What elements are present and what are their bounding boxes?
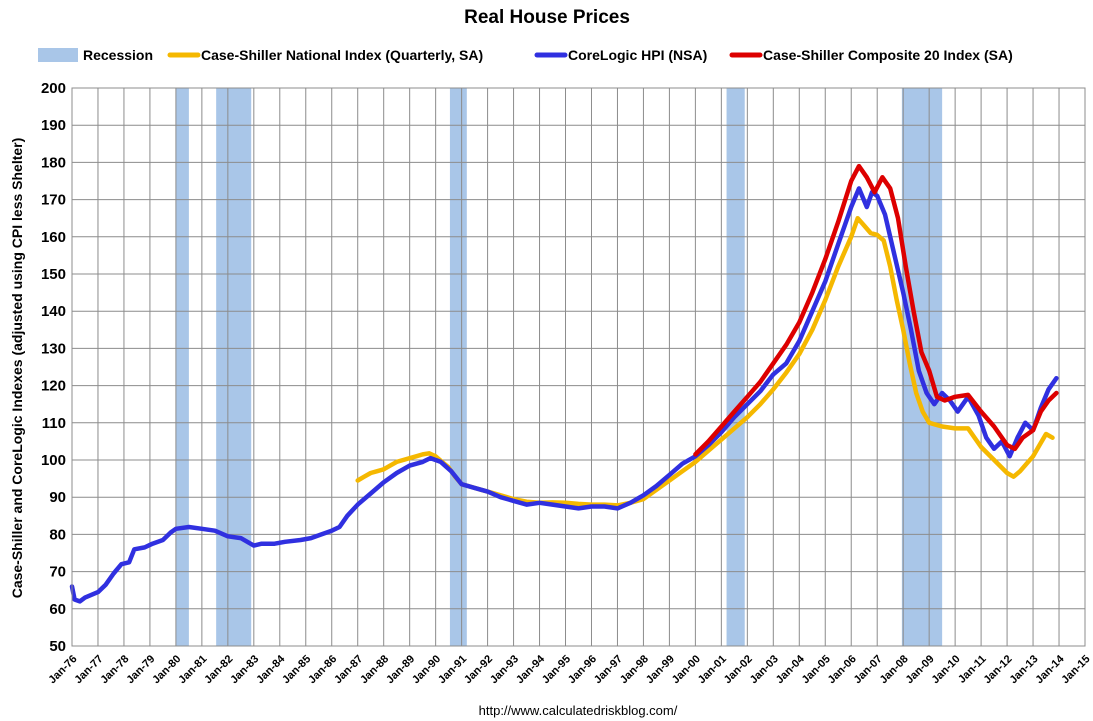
- source-url: http://www.calculatedriskblog.com/: [479, 703, 678, 718]
- y-tick-label: 80: [49, 526, 66, 543]
- legend-label: Recession: [83, 47, 153, 63]
- y-tick-label: 70: [49, 564, 66, 581]
- y-tick-label: 180: [41, 154, 66, 171]
- y-tick-label: 190: [41, 117, 66, 134]
- y-tick-label: 120: [41, 378, 66, 395]
- y-tick-label: 60: [49, 601, 66, 618]
- series-lines: [69, 163, 1059, 604]
- series-line: [69, 186, 1059, 604]
- y-tick-label: 150: [41, 266, 66, 283]
- recession-band: [449, 88, 467, 646]
- y-tick-label: 130: [41, 340, 66, 357]
- y-axis-label: Case-Shiller and CoreLogic Indexes (adju…: [9, 138, 25, 599]
- y-tick-label: 140: [41, 303, 66, 320]
- recession-band: [175, 88, 189, 646]
- y-tick-label: 50: [49, 638, 66, 655]
- recession-band: [216, 88, 252, 646]
- series-line: [693, 163, 1059, 457]
- y-tick-label: 200: [41, 80, 66, 97]
- legend-label: Case-Shiller National Index (Quarterly, …: [201, 47, 483, 63]
- legend: Recession Case-Shiller National Index (Qu…: [38, 47, 1013, 63]
- y-tick-label: 100: [41, 452, 66, 469]
- y-tick-label: 90: [49, 489, 66, 506]
- recession-bands: [175, 88, 943, 646]
- y-tick-label: 160: [41, 229, 66, 246]
- recession-band: [726, 88, 745, 646]
- legend-label: Case-Shiller Composite 20 Index (SA): [763, 47, 1013, 63]
- legend-label: CoreLogic HPI (NSA): [568, 47, 707, 63]
- legend-swatch-recession: [38, 48, 78, 62]
- series-line: [355, 215, 1055, 508]
- y-tick-label: 110: [42, 415, 66, 432]
- y-axis-ticks: 50 60 70 80 90 100 110 120 130 140 150 160 170 180 190…: [41, 80, 66, 655]
- plot-area: [69, 87, 1086, 647]
- plot-border: [71, 87, 1086, 647]
- chart-title: Real House Prices: [464, 7, 630, 28]
- recession-band: [901, 88, 943, 646]
- y-tick-label: 170: [41, 192, 66, 209]
